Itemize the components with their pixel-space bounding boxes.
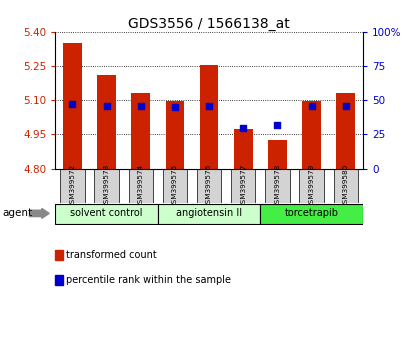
Bar xyxy=(55,204,157,224)
Bar xyxy=(260,204,362,224)
Text: GSM399579: GSM399579 xyxy=(308,164,314,208)
Point xyxy=(103,103,110,109)
Text: agent: agent xyxy=(2,209,32,218)
Text: GSM399572: GSM399572 xyxy=(69,164,75,208)
Bar xyxy=(199,65,218,169)
Text: transformed count: transformed count xyxy=(66,250,156,260)
Point xyxy=(308,103,314,109)
Point xyxy=(239,125,246,131)
Text: torcetrapib: torcetrapib xyxy=(284,209,338,218)
Text: GSM399576: GSM399576 xyxy=(206,164,211,208)
Text: percentile rank within the sample: percentile rank within the sample xyxy=(66,275,230,285)
Text: GSM399580: GSM399580 xyxy=(342,164,348,208)
Point xyxy=(171,104,178,110)
Point xyxy=(342,103,348,109)
Bar xyxy=(97,75,116,169)
Bar xyxy=(267,140,286,169)
Bar xyxy=(128,169,153,203)
Bar xyxy=(301,101,320,169)
Text: GSM399577: GSM399577 xyxy=(240,164,246,208)
Bar xyxy=(265,169,289,203)
Bar xyxy=(335,93,354,169)
Text: GSM399575: GSM399575 xyxy=(171,164,178,208)
Bar xyxy=(63,43,82,169)
Bar xyxy=(131,93,150,169)
Bar xyxy=(162,169,187,203)
Bar xyxy=(60,169,84,203)
Bar xyxy=(231,169,255,203)
Bar xyxy=(157,204,260,224)
Text: GSM399578: GSM399578 xyxy=(274,164,280,208)
Point xyxy=(137,103,144,109)
Point xyxy=(69,102,76,107)
Text: GSM399574: GSM399574 xyxy=(137,164,144,208)
Text: GSM399573: GSM399573 xyxy=(103,164,109,208)
Title: GDS3556 / 1566138_at: GDS3556 / 1566138_at xyxy=(128,17,289,31)
Point xyxy=(274,122,280,128)
Point xyxy=(205,103,212,109)
Bar xyxy=(196,169,221,203)
Text: angiotensin II: angiotensin II xyxy=(175,209,242,218)
Text: solvent control: solvent control xyxy=(70,209,142,218)
Bar xyxy=(299,169,323,203)
Bar xyxy=(333,169,357,203)
Bar xyxy=(233,129,252,169)
Bar xyxy=(94,169,119,203)
Bar xyxy=(165,101,184,169)
